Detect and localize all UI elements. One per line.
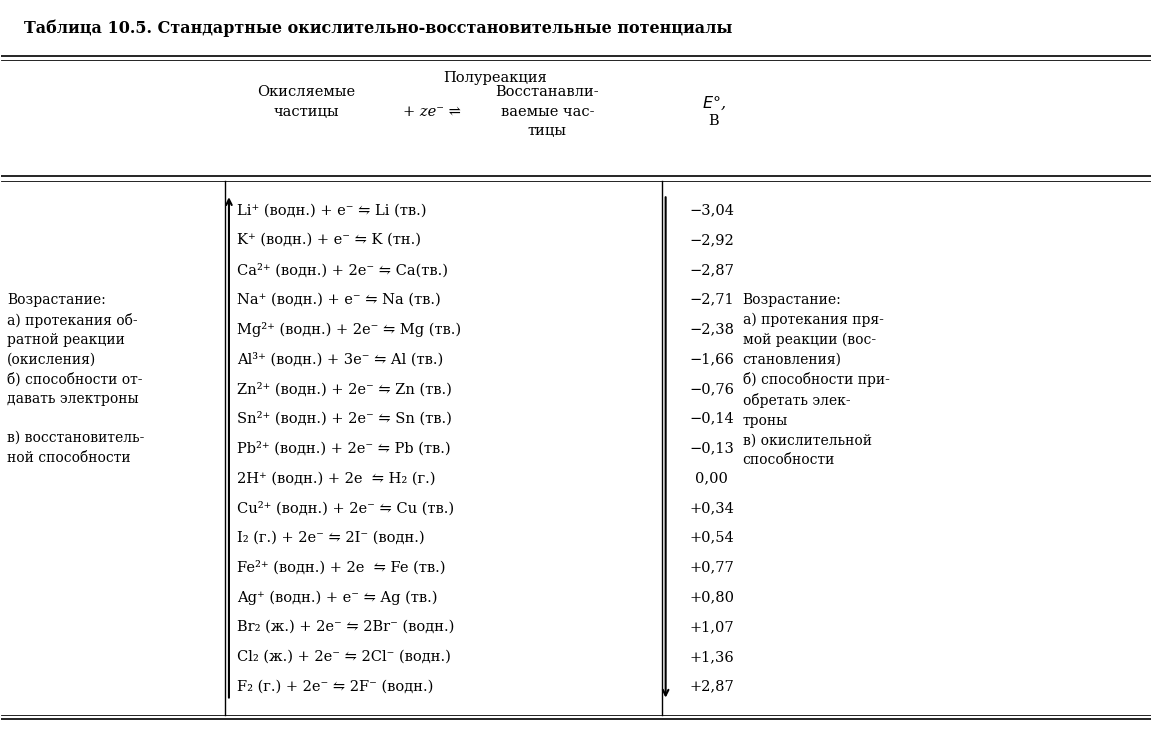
Text: Al³⁺ (водн.) + 3e⁻ ⇋ Al (тв.): Al³⁺ (водн.) + 3e⁻ ⇋ Al (тв.)	[237, 352, 444, 366]
Text: В: В	[708, 114, 719, 128]
Text: Pb²⁺ (водн.) + 2e⁻ ⇋ Pb (тв.): Pb²⁺ (водн.) + 2e⁻ ⇋ Pb (тв.)	[237, 442, 450, 456]
Text: частицы: частицы	[273, 105, 339, 119]
Text: Cl₂ (ж.) + 2e⁻ ⇋ 2Cl⁻ (водн.): Cl₂ (ж.) + 2e⁻ ⇋ 2Cl⁻ (водн.)	[237, 650, 450, 664]
Text: Окисляемые: Окисляемые	[257, 85, 355, 99]
Text: Возрастание:
а) протекания пря-
мой реакции (вос-
становления)
б) способности пр: Возрастание: а) протекания пря- мой реак…	[743, 292, 889, 467]
Text: +0,80: +0,80	[689, 591, 734, 605]
Text: +2,87: +2,87	[689, 680, 734, 694]
Text: Na⁺ (водн.) + e⁻ ⇋ Na (тв.): Na⁺ (водн.) + e⁻ ⇋ Na (тв.)	[237, 292, 441, 306]
Text: Fe²⁺ (водн.) + 2e  ⇋ Fe (тв.): Fe²⁺ (водн.) + 2e ⇋ Fe (тв.)	[237, 561, 446, 575]
Text: Ca²⁺ (водн.) + 2e⁻ ⇋ Ca(тв.): Ca²⁺ (водн.) + 2e⁻ ⇋ Ca(тв.)	[237, 263, 448, 277]
Text: I₂ (г.) + 2e⁻ ⇋ 2I⁻ (водн.): I₂ (г.) + 2e⁻ ⇋ 2I⁻ (водн.)	[237, 531, 425, 545]
Text: +0,34: +0,34	[689, 501, 734, 515]
Text: Возрастание:
а) протекания об-
ратной реакции
(окисления)
б) способности от-
дав: Возрастание: а) протекания об- ратной ре…	[7, 292, 144, 465]
Text: −0,13: −0,13	[689, 442, 734, 455]
Text: Zn²⁺ (водн.) + 2e⁻ ⇋ Zn (тв.): Zn²⁺ (водн.) + 2e⁻ ⇋ Zn (тв.)	[237, 382, 452, 396]
Text: 2H⁺ (водн.) + 2e  ⇋ H₂ (г.): 2H⁺ (водн.) + 2e ⇋ H₂ (г.)	[237, 471, 435, 485]
Text: −2,92: −2,92	[689, 233, 734, 247]
Text: −2,38: −2,38	[689, 322, 734, 336]
Text: Cu²⁺ (водн.) + 2e⁻ ⇋ Cu (тв.): Cu²⁺ (водн.) + 2e⁻ ⇋ Cu (тв.)	[237, 501, 454, 515]
Text: Mg²⁺ (водн.) + 2e⁻ ⇋ Mg (тв.): Mg²⁺ (водн.) + 2e⁻ ⇋ Mg (тв.)	[237, 322, 461, 338]
Text: тицы: тицы	[528, 124, 567, 138]
Text: +1,36: +1,36	[689, 650, 734, 664]
Text: −2,71: −2,71	[689, 292, 734, 306]
Text: Таблица 10.5. Стандартные окислительно-восстановительные потенциалы: Таблица 10.5. Стандартные окислительно-в…	[24, 20, 733, 37]
Text: −0,76: −0,76	[689, 382, 734, 396]
Text: 0,00: 0,00	[695, 471, 728, 485]
Text: Ag⁺ (водн.) + e⁻ ⇋ Ag (тв.): Ag⁺ (водн.) + e⁻ ⇋ Ag (тв.)	[237, 591, 438, 605]
Text: −3,04: −3,04	[689, 203, 734, 217]
Text: Sn²⁺ (водн.) + 2e⁻ ⇋ Sn (тв.): Sn²⁺ (водн.) + 2e⁻ ⇋ Sn (тв.)	[237, 412, 452, 426]
Text: +0,77: +0,77	[689, 561, 734, 575]
Text: −2,87: −2,87	[689, 263, 734, 277]
Text: $E$°,: $E$°,	[702, 94, 726, 112]
Text: Восстанавли-: Восстанавли-	[495, 85, 599, 99]
Text: Li⁺ (водн.) + e⁻ ⇋ Li (тв.): Li⁺ (водн.) + e⁻ ⇋ Li (тв.)	[237, 203, 426, 217]
Text: Полуреакция: Полуреакция	[444, 71, 547, 85]
Text: Br₂ (ж.) + 2e⁻ ⇋ 2Br⁻ (водн.): Br₂ (ж.) + 2e⁻ ⇋ 2Br⁻ (водн.)	[237, 620, 454, 634]
Text: ваемые час-: ваемые час-	[500, 105, 594, 119]
Text: +0,54: +0,54	[689, 531, 734, 545]
Text: −0,14: −0,14	[689, 412, 734, 425]
Text: +1,07: +1,07	[689, 620, 734, 634]
Text: −1,66: −1,66	[689, 352, 734, 366]
Text: K⁺ (водн.) + e⁻ ⇋ K (тн.): K⁺ (водн.) + e⁻ ⇋ K (тн.)	[237, 233, 420, 247]
Text: + ze⁻ ⇌: + ze⁻ ⇌	[403, 105, 461, 119]
Text: F₂ (г.) + 2e⁻ ⇋ 2F⁻ (водн.): F₂ (г.) + 2e⁻ ⇋ 2F⁻ (водн.)	[237, 680, 433, 694]
